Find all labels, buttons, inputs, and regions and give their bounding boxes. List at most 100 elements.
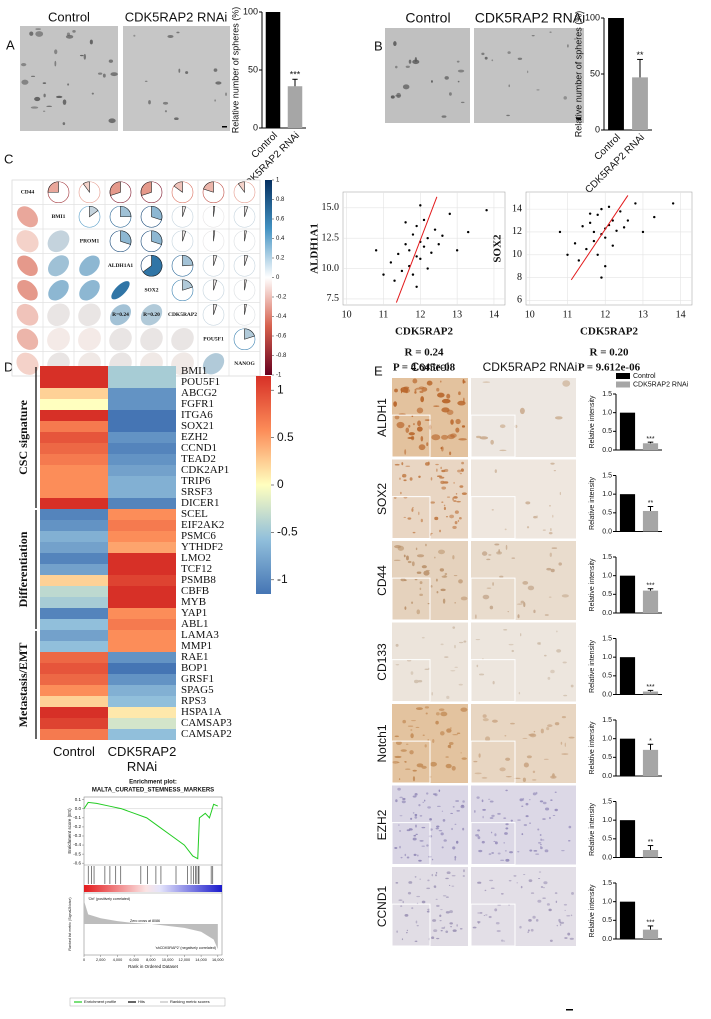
point xyxy=(422,218,426,222)
texture xyxy=(454,855,457,859)
texture xyxy=(476,435,482,439)
texture xyxy=(562,380,571,387)
texture xyxy=(399,830,402,832)
texture xyxy=(413,679,419,684)
colorbar-label: -0.4 xyxy=(276,314,287,320)
y-axis-label: Relative intensity xyxy=(589,477,596,530)
texture xyxy=(452,555,455,560)
texture xyxy=(535,853,540,855)
y-tick-label: 0.0 xyxy=(602,691,612,698)
texture xyxy=(507,611,510,613)
texture xyxy=(436,825,440,828)
texture xyxy=(474,772,482,775)
texture xyxy=(436,805,441,807)
texture xyxy=(438,830,443,832)
texture xyxy=(504,832,508,835)
texture xyxy=(497,812,501,815)
gene-label: LAMA3 xyxy=(181,629,219,641)
legend-label: Ranking metric scores xyxy=(170,999,210,1004)
texture xyxy=(546,726,550,731)
texture xyxy=(522,777,526,782)
micrograph xyxy=(471,704,576,783)
texture xyxy=(415,833,418,835)
colorbar-label: 0.5 xyxy=(277,430,294,444)
heat-cell xyxy=(40,652,108,663)
texture xyxy=(539,844,542,846)
heat-cell xyxy=(108,410,176,421)
texture xyxy=(412,812,415,814)
texture xyxy=(412,776,416,782)
texture xyxy=(523,602,526,608)
y-tick-label: -0.5 xyxy=(73,851,81,856)
texture xyxy=(56,95,63,99)
texture xyxy=(421,387,428,392)
texture xyxy=(431,873,434,877)
texture xyxy=(532,770,536,774)
gene-label: TEAD2 xyxy=(181,453,216,465)
texture xyxy=(415,387,423,390)
texture xyxy=(428,834,433,838)
gene-label: CAMSAP2 xyxy=(181,728,232,740)
pie-wedge xyxy=(244,254,249,266)
texture xyxy=(542,818,546,820)
texture xyxy=(400,578,406,582)
texture xyxy=(431,691,433,696)
texture xyxy=(473,760,478,763)
texture xyxy=(443,926,446,928)
texture xyxy=(102,73,106,78)
point xyxy=(466,230,470,234)
texture xyxy=(398,824,400,826)
heat-cell xyxy=(108,663,176,674)
point xyxy=(634,202,637,205)
texture xyxy=(434,516,439,521)
texture xyxy=(452,626,456,629)
texture xyxy=(440,480,445,485)
texture xyxy=(442,895,447,897)
texture xyxy=(433,885,436,888)
texture xyxy=(456,924,458,927)
texture xyxy=(516,603,523,605)
significance: ** xyxy=(648,839,654,846)
texture xyxy=(510,819,513,822)
x-tick-label: 12 xyxy=(600,309,610,320)
point xyxy=(426,267,429,270)
texture xyxy=(550,527,552,532)
gene-label: YTHDF2 xyxy=(181,541,223,553)
y-tick-label: 0 xyxy=(253,122,258,132)
texture xyxy=(481,551,488,556)
correlation-ellipse xyxy=(17,279,38,301)
texture xyxy=(20,63,27,67)
y-tick-label: 1.0 xyxy=(602,736,612,743)
texture xyxy=(396,421,405,429)
y-axis-label: Relative intensity xyxy=(589,721,596,774)
heat-cell xyxy=(108,608,176,619)
texture xyxy=(110,72,118,77)
point xyxy=(374,249,378,252)
texture xyxy=(484,889,487,892)
texture xyxy=(457,80,460,83)
legend-label: Hits xyxy=(138,999,145,1004)
heat-cell xyxy=(40,443,108,454)
y-axis-label: ALDH1A1 xyxy=(309,223,321,274)
texture xyxy=(414,793,418,796)
pie-wedge xyxy=(213,205,216,217)
x-tick-label: 2,000 xyxy=(96,958,106,962)
pie-wedge xyxy=(151,205,163,221)
texture xyxy=(545,807,550,811)
texture xyxy=(415,824,417,828)
pie-wedge xyxy=(82,181,90,194)
heat-cell xyxy=(108,421,176,432)
heat-cell xyxy=(108,366,176,377)
y-tick-label: 0.0 xyxy=(75,806,82,811)
row-label: CCND1 xyxy=(375,886,389,928)
texture xyxy=(517,614,520,619)
gene-label: BOP1 xyxy=(181,662,208,674)
heat-cell xyxy=(40,531,108,542)
point xyxy=(408,249,411,252)
texture xyxy=(523,874,526,876)
texture xyxy=(563,694,568,697)
plot-area xyxy=(342,191,506,306)
texture xyxy=(436,475,442,478)
point xyxy=(393,279,396,282)
texture xyxy=(433,405,440,407)
